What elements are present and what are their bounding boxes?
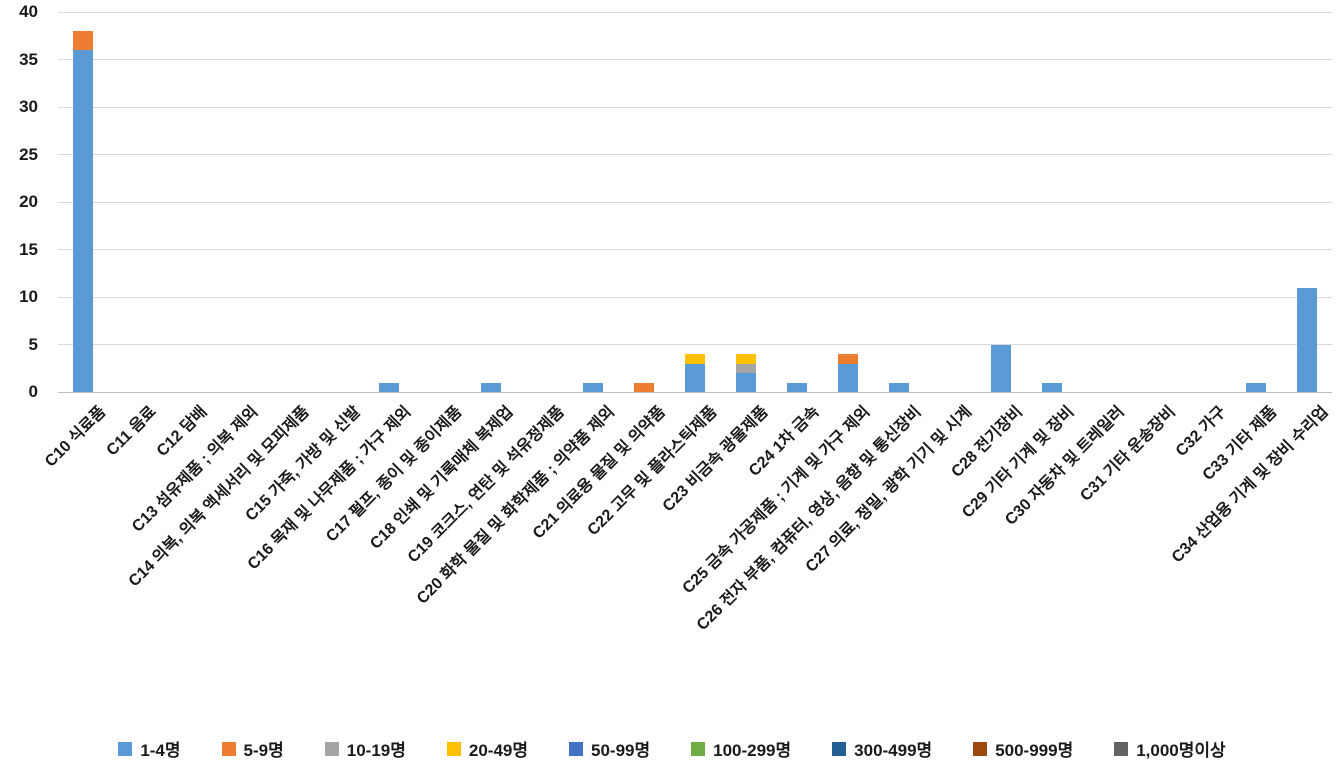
legend: 1-4명 5-9명 10-19명 20-49명 50-99명 100-299명 300-49… xyxy=(0,736,1344,761)
bar-segment xyxy=(837,354,858,364)
y-axis-label: 20 xyxy=(19,192,38,211)
bar-segment xyxy=(634,382,655,392)
legend-label: 5-9명 xyxy=(243,741,284,760)
gridline xyxy=(58,154,1332,155)
y-axis-label: 10 xyxy=(19,287,38,306)
legend-item: 20-49명 xyxy=(446,736,528,761)
y-axis-label: 30 xyxy=(19,97,38,116)
legend-label: 1,000명이상 xyxy=(1136,741,1226,760)
gridline xyxy=(58,344,1332,345)
legend-swatch-icon xyxy=(324,741,339,756)
legend-label: 20-49명 xyxy=(468,741,528,760)
y-axis-label: 35 xyxy=(19,49,38,69)
y-axis-label: 0 xyxy=(28,382,38,401)
bar-segment xyxy=(73,50,94,392)
legend-item: 5-9명 xyxy=(221,736,284,761)
bar-segment xyxy=(888,382,909,392)
plot-area xyxy=(58,11,1332,393)
legend-item: 300-499명 xyxy=(832,736,932,761)
legend-item: 1,000명이상 xyxy=(1114,736,1226,761)
bar-segment xyxy=(583,382,604,392)
legend-label: 10-19명 xyxy=(346,741,406,760)
legend-swatch-icon xyxy=(569,741,583,756)
bar-segment xyxy=(1041,382,1062,392)
legend-swatch-icon xyxy=(221,741,236,756)
gridline xyxy=(58,201,1332,203)
legend-label: 1-4명 xyxy=(140,741,181,760)
bar-segment xyxy=(735,354,756,364)
bar-segment xyxy=(837,363,858,392)
y-axis-label: 25 xyxy=(19,144,38,164)
gridline xyxy=(58,249,1332,250)
bar-segment xyxy=(1296,287,1317,392)
legend-item: 100-299명 xyxy=(691,736,791,761)
legend-item: 10-19명 xyxy=(324,736,406,761)
bar-segment xyxy=(685,363,705,392)
legend-label: 500-999명 xyxy=(995,741,1074,760)
y-axis-label: 5 xyxy=(28,334,38,354)
bar-segment xyxy=(1245,382,1266,392)
bar-segment xyxy=(379,382,400,392)
bar-segment xyxy=(735,363,756,373)
x-axis-line xyxy=(58,391,1332,393)
legend-item: 1-4명 xyxy=(118,736,181,761)
bar-segment xyxy=(786,382,807,392)
legend-label: 100-299명 xyxy=(713,741,792,760)
gridline xyxy=(58,59,1332,60)
legend-swatch-icon xyxy=(446,741,461,756)
bar-segment xyxy=(990,344,1011,392)
bar-segment xyxy=(73,31,94,50)
y-axis-label: 15 xyxy=(19,239,38,259)
bar-segment xyxy=(735,373,756,392)
gridline xyxy=(58,106,1332,108)
legend-swatch-icon xyxy=(973,741,988,756)
legend-label: 50-99명 xyxy=(591,741,651,760)
legend-item: 500-999명 xyxy=(973,736,1073,761)
legend-swatch-icon xyxy=(118,741,133,756)
y-axis-label: 40 xyxy=(19,2,38,21)
legend-swatch-icon xyxy=(691,741,706,756)
legend-swatch-icon xyxy=(1114,741,1129,756)
legend-swatch-icon xyxy=(832,741,847,756)
legend-label: 300-499명 xyxy=(854,741,933,760)
bar-segment xyxy=(481,382,502,392)
bar-segment xyxy=(685,354,705,364)
gridline xyxy=(58,296,1332,298)
legend-item: 50-99명 xyxy=(569,736,650,761)
gridline xyxy=(58,11,1332,13)
